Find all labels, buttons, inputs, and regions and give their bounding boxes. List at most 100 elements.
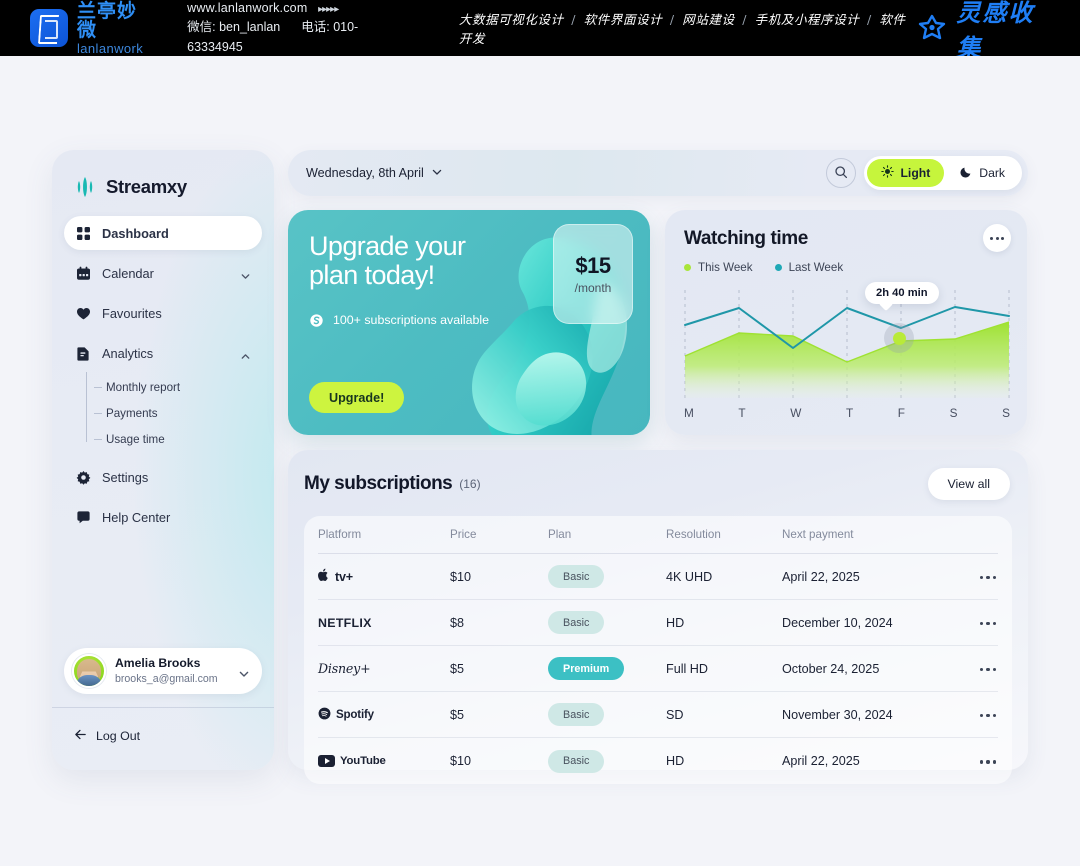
row-ellipsis-icon[interactable] — [970, 662, 998, 677]
table-row[interactable]: NETFLIX $8 Basic HD December 10, 2024 — [318, 600, 998, 646]
current-date: Wednesday, 8th April — [306, 166, 424, 180]
chart-svg — [684, 290, 1010, 398]
table-row[interactable]: Disney+ $5 Premium Full HD October 24, 2… — [318, 646, 998, 692]
platform-name: Spotify — [336, 708, 374, 721]
cell-next-payment: October 24, 2025 — [782, 661, 880, 676]
chart-title: Watching time — [684, 228, 808, 249]
cell-platform: NETFLIX — [318, 616, 450, 630]
sidebar-nav: Dashboard Calendar — [52, 216, 274, 534]
service-item: 软件开发 — [458, 12, 906, 46]
theme-toggle-group: Light Dark — [864, 156, 1022, 190]
price-period: /month — [574, 281, 612, 295]
phone-label: 电话: — [301, 20, 330, 35]
plan-badge: Basic — [548, 611, 605, 634]
series-last-week-line — [684, 306, 1010, 349]
brand-name-cn: 兰亭妙微 — [77, 0, 138, 41]
column-header-next-payment: Next payment — [782, 528, 854, 541]
legend-item-this-week: This Week — [684, 261, 753, 274]
cell-plan: Basic — [548, 749, 666, 773]
subscriptions-card: My subscriptions (16) View all Platform … — [288, 450, 1028, 784]
table-row[interactable]: YouTube $10 Basic HD April 22, 2025 — [318, 738, 998, 784]
cell-actions — [962, 614, 998, 631]
row-ellipsis-icon[interactable] — [970, 708, 998, 723]
plan-badge: Basic — [548, 749, 605, 773]
star-burst-icon — [917, 13, 947, 43]
table-row[interactable]: Spotify $5 Basic SD November 30, 2024 — [318, 692, 998, 738]
search-button[interactable] — [826, 158, 857, 188]
table-row[interactable]: tv+ $10 Basic 4K UHD April 22, 2025 — [318, 554, 998, 600]
column-header-resolution: Resolution — [666, 528, 721, 541]
chart-tooltip: 2h 40 min — [865, 282, 939, 304]
theme-light-button[interactable]: Light — [867, 159, 945, 187]
calendar-icon — [76, 266, 91, 281]
promo-banner: 兰亭妙微 lanlanwork www.lanlanwork.com ▸▸▸▸▸… — [0, 0, 1080, 62]
platform-name: YouTube — [340, 755, 386, 767]
sidebar: Streamxy Dashboard — [52, 150, 274, 770]
row-ellipsis-icon[interactable] — [970, 754, 998, 769]
cell-next-payment: November 30, 2024 — [782, 707, 893, 722]
plan-badge: Basic — [548, 703, 605, 726]
x-tick-label: S — [1002, 406, 1010, 420]
sidebar-item-dashboard[interactable]: Dashboard — [64, 216, 262, 250]
theme-dark-label: Dark — [979, 166, 1005, 180]
main-content: Wednesday, 8th April — [288, 150, 1028, 784]
logout-label: Log Out — [96, 729, 141, 743]
chevron-down-icon[interactable] — [239, 666, 249, 677]
sidebar-subitem-payments[interactable]: Payments — [94, 400, 262, 426]
theme-dark-button[interactable]: Dark — [946, 159, 1019, 187]
app-logo[interactable]: Streamxy — [52, 150, 274, 198]
inspiration-brand: 灵感收集 — [917, 0, 1056, 63]
sidebar-subitem-usage-time[interactable]: Usage time — [94, 426, 262, 452]
service-item: 手机及小程序设计 — [754, 12, 860, 27]
sidebar-item-settings[interactable]: Settings — [64, 460, 262, 494]
sidebar-item-label: Settings — [102, 469, 149, 485]
book-logo-icon — [30, 9, 68, 47]
wechat-value: ben_lanlan — [219, 20, 281, 35]
row-ellipsis-icon[interactable] — [970, 616, 998, 631]
platform-name: NETFLIX — [318, 615, 372, 630]
promo-feature-label: 100+ subscriptions available — [333, 313, 490, 328]
chart-data-point-marker[interactable] — [884, 323, 914, 353]
sidebar-item-analytics[interactable]: Analytics — [64, 336, 262, 370]
promo-title-line2: plan today! — [309, 260, 435, 291]
app-name: Streamxy — [106, 176, 187, 197]
logout-button[interactable]: Log Out — [74, 728, 140, 744]
cell-actions — [962, 660, 998, 677]
arrow-left-icon — [74, 728, 87, 744]
services-list: 大数据可视化设计 / 软件界面设计 / 网站建设 / 手机及小程序设计 / 软件… — [458, 12, 906, 46]
youtube-icon — [318, 755, 335, 767]
table-header-row: Platform Price Plan Resolution Next paym… — [318, 516, 998, 554]
chevron-down-icon — [432, 166, 442, 180]
chevron-up-icon[interactable] — [241, 349, 250, 359]
promo-title: Upgrade your plan today! — [309, 231, 549, 291]
legend-item-last-week: Last Week — [774, 261, 843, 274]
sidebar-item-help-center[interactable]: Help Center — [64, 500, 262, 534]
file-icon — [76, 346, 91, 361]
cell-actions — [962, 706, 998, 723]
sidebar-item-calendar[interactable]: Calendar — [64, 256, 262, 290]
gear-icon — [76, 470, 91, 485]
chevron-down-icon[interactable] — [241, 269, 250, 279]
cell-actions — [962, 753, 998, 770]
cell-next-payment: April 22, 2025 — [782, 569, 860, 584]
cell-plan: Basic — [548, 611, 666, 634]
subscriptions-icon — [309, 313, 324, 332]
date-selector[interactable]: Wednesday, 8th April — [306, 166, 442, 180]
lanlanwork-logo: 兰亭妙微 lanlanwork — [30, 0, 153, 55]
sidebar-item-label: Calendar — [102, 265, 154, 281]
avatar — [72, 654, 106, 688]
upgrade-button[interactable]: Upgrade! — [309, 382, 405, 413]
row-ellipsis-icon[interactable] — [970, 570, 998, 585]
user-profile[interactable]: Amelia Brooks brooks_a@gmail.com — [64, 648, 262, 694]
chat-icon — [76, 510, 91, 525]
sidebar-item-label: Help Center — [102, 509, 171, 525]
cell-resolution: HD — [666, 754, 685, 768]
sidebar-item-favourites[interactable]: Favourites — [64, 296, 262, 330]
cell-price: $5 — [450, 707, 465, 722]
cell-price: $5 — [450, 661, 465, 676]
price-amount: $15 — [575, 253, 611, 278]
view-all-button[interactable]: View all — [927, 468, 1010, 500]
sidebar-subitem-monthly-report[interactable]: Monthly report — [94, 374, 262, 400]
x-tick-label: T — [738, 406, 746, 420]
chart-more-button[interactable] — [983, 224, 1011, 252]
